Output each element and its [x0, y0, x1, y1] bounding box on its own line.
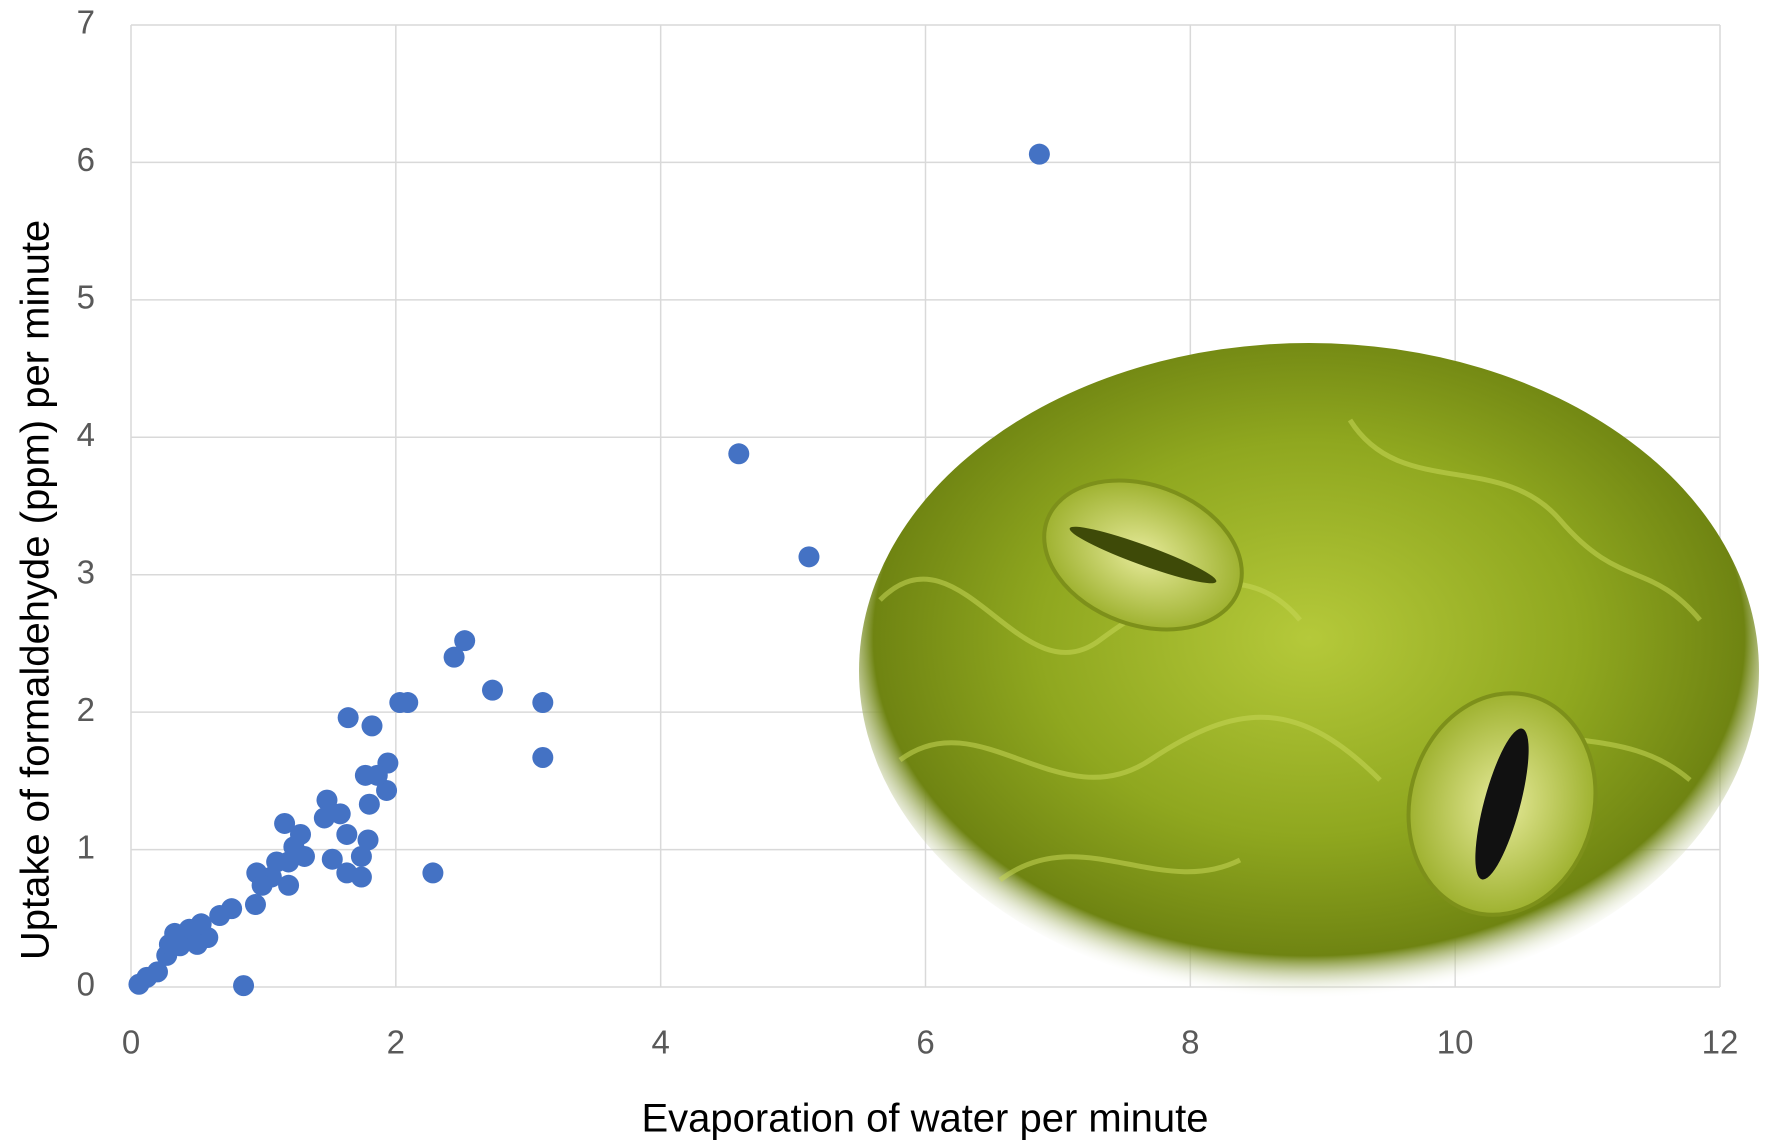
data-point [244, 894, 266, 916]
stomata-photo [859, 343, 1759, 999]
data-point [454, 630, 476, 652]
y-axis-title: Uptake of formaldehyde (ppm) per minute [14, 220, 58, 960]
data-point [316, 789, 338, 811]
data-point [361, 715, 383, 737]
data-point [209, 905, 231, 927]
x-tick-label: 4 [651, 1024, 669, 1061]
data-point [336, 862, 358, 884]
data-point [274, 812, 296, 834]
data-point [251, 874, 273, 896]
data-point [321, 848, 343, 870]
data-point [357, 829, 379, 851]
data-point [358, 793, 380, 815]
data-point [186, 933, 208, 955]
x-tick-label: 8 [1181, 1024, 1199, 1061]
x-axis-title: Evaporation of water per minute [642, 1097, 1209, 1141]
data-point [443, 646, 465, 668]
data-point [397, 692, 419, 714]
data-point [313, 807, 335, 829]
plot-points [128, 143, 1050, 997]
y-tick-label: 4 [77, 416, 95, 453]
data-point [422, 862, 444, 884]
data-point [1028, 143, 1050, 165]
data-point [128, 973, 150, 995]
data-point [532, 692, 554, 714]
x-tick-label: 6 [916, 1024, 934, 1061]
data-point [376, 779, 398, 801]
data-point [366, 764, 388, 786]
y-tick-label: 0 [77, 966, 95, 1003]
y-tick-label: 6 [77, 141, 95, 178]
y-tick-label: 1 [77, 828, 95, 865]
data-point [337, 707, 359, 729]
x-tick-label: 2 [387, 1024, 405, 1061]
y-tick-label: 5 [77, 279, 95, 316]
data-point [350, 845, 372, 867]
x-tick-label: 10 [1437, 1024, 1474, 1061]
y-tick-label: 7 [77, 4, 95, 41]
data-point [329, 803, 351, 825]
x-tick-label: 0 [122, 1024, 140, 1061]
data-point [158, 933, 180, 955]
y-tick-label: 2 [77, 691, 95, 728]
y-tick-label: 3 [77, 553, 95, 590]
data-point [233, 975, 255, 997]
data-point [798, 546, 820, 568]
data-point [532, 746, 554, 768]
data-point [481, 679, 503, 701]
data-point [278, 874, 300, 896]
x-tick-label: 12 [1702, 1024, 1739, 1061]
data-point [336, 823, 358, 845]
data-point [293, 845, 315, 867]
data-point [728, 443, 750, 465]
